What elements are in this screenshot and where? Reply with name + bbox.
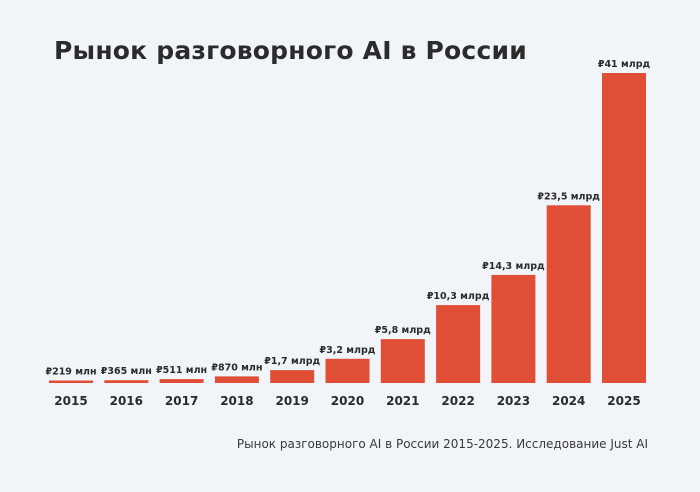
x-tick-label-2016: 2016 xyxy=(110,394,143,408)
bar-2016 xyxy=(104,380,149,383)
value-label-2025: ₽41 млрд xyxy=(598,59,651,70)
value-label-2016: ₽365 млн xyxy=(101,366,152,377)
x-tick-label-2023: 2023 xyxy=(497,394,530,408)
value-label-2017: ₽511 млн xyxy=(156,365,207,376)
x-tick-label-2020: 2020 xyxy=(331,394,364,408)
bar-2020 xyxy=(325,358,370,383)
bar-2015 xyxy=(49,380,93,383)
bar-2024 xyxy=(546,205,591,383)
x-tick-label-2018: 2018 xyxy=(220,394,253,408)
value-label-2024: ₽23,5 млрд xyxy=(537,191,600,202)
bar-2023 xyxy=(491,274,536,383)
value-label-2019: ₽1,7 млрд xyxy=(264,356,320,367)
x-tick-label-2022: 2022 xyxy=(441,394,474,408)
chart-caption: Рынок разговорного AI в России 2015-2025… xyxy=(236,437,648,451)
bar-2019 xyxy=(270,370,315,383)
bar-2022 xyxy=(436,305,481,383)
chart-title: Рынок разговорного AI в России xyxy=(54,36,527,65)
x-tick-label-2024: 2024 xyxy=(552,394,585,408)
bar-2018 xyxy=(214,376,259,383)
x-tick-label-2017: 2017 xyxy=(165,394,198,408)
bar-2025 xyxy=(602,73,646,383)
bar-2021 xyxy=(380,339,425,383)
value-label-2021: ₽5,8 млрд xyxy=(375,325,431,336)
value-label-2015: ₽219 млн xyxy=(45,367,96,378)
bar-2017 xyxy=(159,379,204,383)
x-tick-label-2015: 2015 xyxy=(54,394,87,408)
value-label-2018: ₽870 млн xyxy=(211,362,262,373)
x-tick-label-2021: 2021 xyxy=(386,394,419,408)
x-tick-label-2019: 2019 xyxy=(275,394,308,408)
value-label-2020: ₽3,2 млрд xyxy=(320,345,376,356)
value-label-2023: ₽14,3 млрд xyxy=(482,261,545,272)
x-tick-label-2025: 2025 xyxy=(607,394,640,408)
value-label-2022: ₽10,3 млрд xyxy=(427,291,490,302)
